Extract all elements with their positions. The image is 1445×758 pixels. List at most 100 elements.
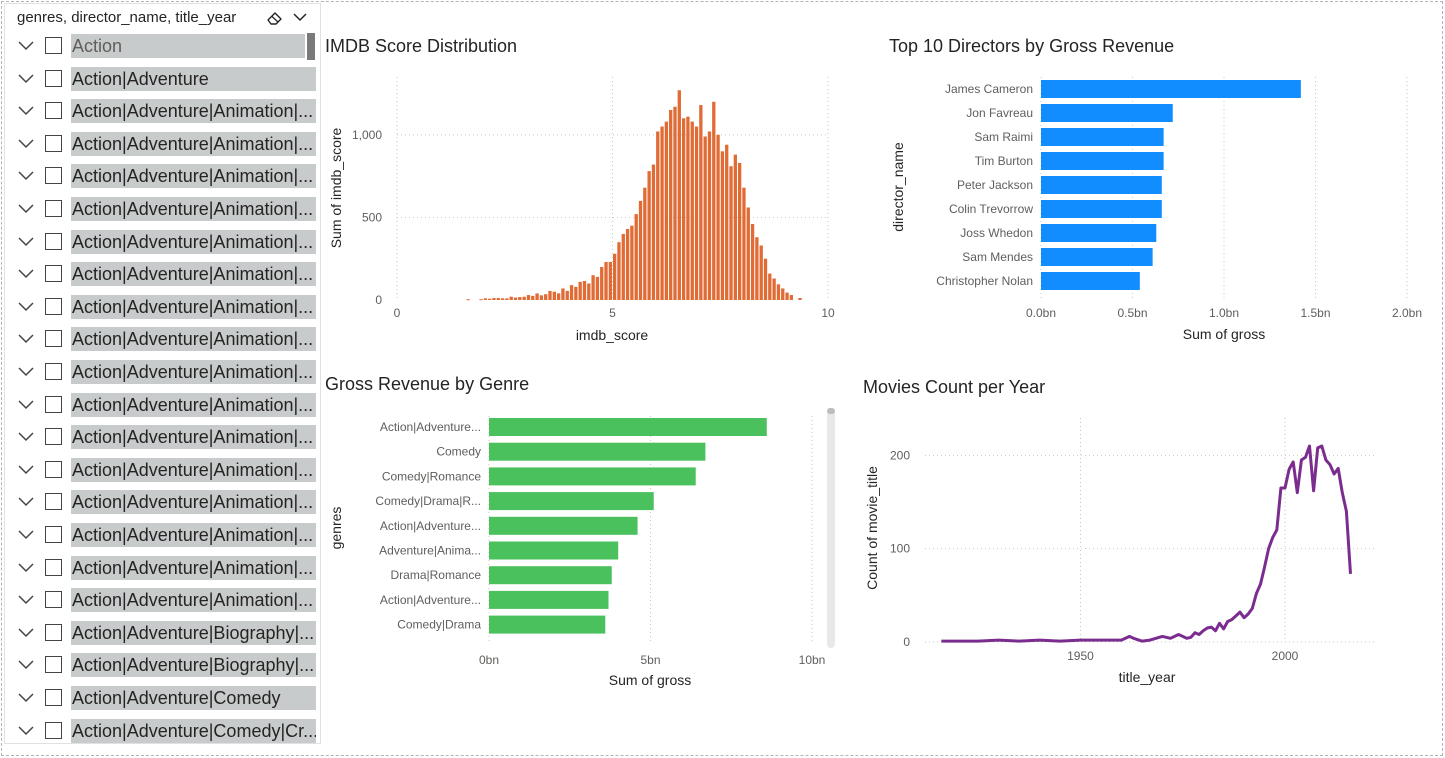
series-line[interactable]	[941, 444, 1352, 643]
bar[interactable]	[1041, 248, 1153, 266]
slicer-checkbox[interactable]	[45, 134, 62, 152]
chevron-down-icon[interactable]	[17, 330, 35, 348]
eraser-icon[interactable]	[265, 8, 285, 28]
slicer-checkbox[interactable]	[45, 428, 62, 446]
histogram-bar[interactable]	[643, 187, 647, 300]
histogram-bar[interactable]	[681, 118, 686, 300]
bar[interactable]	[1041, 272, 1140, 290]
slicer-checkbox[interactable]	[45, 363, 62, 380]
histogram-bar[interactable]	[544, 294, 548, 300]
slicer-checkbox[interactable]	[45, 69, 62, 87]
slicer-item-label[interactable]: Action|Adventure|Animation|...	[71, 229, 316, 254]
histogram-bar[interactable]	[539, 295, 544, 300]
chevron-down-icon[interactable]	[17, 135, 35, 153]
chevron-down-icon[interactable]	[17, 167, 35, 185]
chevron-down-icon[interactable]	[17, 298, 35, 316]
histogram-bar[interactable]	[561, 288, 565, 300]
histogram-bar[interactable]	[630, 225, 634, 300]
histogram-bar[interactable]	[712, 101, 716, 301]
histogram-bar[interactable]	[686, 116, 690, 300]
chevron-down-icon[interactable]	[17, 656, 35, 674]
slicer-scrollbar[interactable]	[307, 33, 315, 60]
chevron-down-icon[interactable]	[17, 689, 35, 707]
histogram-bar[interactable]	[574, 286, 578, 300]
genre-director-year-slicer[interactable]: genres, director_name, title_year Action…	[4, 3, 321, 744]
histogram-bar[interactable]	[699, 105, 703, 300]
slicer-row[interactable]: Action|Adventure|Animation|...	[5, 358, 320, 386]
histogram-bar[interactable]	[466, 299, 470, 301]
bar[interactable]	[489, 566, 612, 585]
histogram-bar[interactable]	[776, 284, 781, 300]
slicer-row[interactable]: Action	[5, 32, 320, 60]
histogram-bar[interactable]	[798, 298, 802, 300]
histogram-bar[interactable]	[750, 224, 755, 300]
histogram-bar[interactable]	[492, 298, 496, 300]
slicer-row[interactable]: Action|Adventure|Animation|...	[5, 391, 320, 419]
slicer-row[interactable]: Action|Adventure|Animation|...	[5, 293, 320, 321]
histogram-bar[interactable]	[669, 110, 673, 300]
slicer-checkbox[interactable]	[45, 232, 62, 250]
chart-scrollbar[interactable]	[827, 408, 835, 648]
histogram-bar[interactable]	[621, 233, 625, 300]
slicer-row[interactable]: Action|Adventure|Animation|...	[5, 325, 320, 353]
histogram-bar[interactable]	[707, 131, 712, 300]
histogram-bar[interactable]	[729, 166, 733, 300]
histogram-bar[interactable]	[742, 187, 746, 300]
histogram-bar[interactable]	[556, 293, 561, 300]
chevron-down-icon[interactable]	[17, 200, 35, 218]
slicer-checkbox[interactable]	[45, 200, 62, 217]
histogram-bar[interactable]	[578, 281, 582, 300]
histogram-bar[interactable]	[488, 298, 492, 300]
top-directors-bar-chart[interactable]: 0.0bn 0.5bn 1.0bn 1.5bn 2.0bn James Cameron Jo…	[880, 60, 1440, 355]
bar[interactable]	[489, 418, 767, 436]
slicer-row[interactable]: Action|Adventure|Animation|...	[5, 130, 320, 158]
slicer-item-label[interactable]: Action|Adventure|Animation|...	[71, 99, 316, 124]
slicer-item-label[interactable]: Action|Adventure|Animation|...	[71, 294, 316, 319]
bar[interactable]	[489, 590, 609, 609]
histogram-bar[interactable]	[647, 171, 651, 300]
slicer-checkbox[interactable]	[45, 395, 62, 413]
slicer-item-label[interactable]: Action|Adventure|Animation|...	[71, 262, 316, 287]
bar[interactable]	[489, 467, 696, 486]
bar[interactable]	[489, 541, 619, 560]
histogram-bar[interactable]	[660, 126, 664, 300]
slicer-checkbox[interactable]	[45, 37, 62, 54]
histogram-bar[interactable]	[513, 297, 518, 300]
slicer-row[interactable]: Action|Adventure|Animation|...	[5, 228, 320, 256]
bar[interactable]	[1041, 104, 1173, 122]
slicer-row[interactable]: Action|Adventure|Animation|...	[5, 554, 320, 582]
slicer-checkbox[interactable]	[45, 265, 62, 283]
histogram-bar[interactable]	[673, 106, 677, 300]
bar[interactable]	[1041, 224, 1157, 242]
histogram-bar[interactable]	[703, 136, 707, 300]
bar[interactable]	[489, 615, 606, 634]
slicer-row[interactable]: Action|Adventure|Animation|...	[5, 97, 320, 125]
histogram-bar[interactable]	[518, 297, 522, 300]
slicer-item-label[interactable]: Action|Adventure|Comedy|Cr...	[71, 718, 316, 743]
slicer-checkbox[interactable]	[45, 330, 62, 348]
chevron-down-icon[interactable]	[17, 591, 35, 609]
imdb-score-histogram[interactable]: 0 500 1,000 0 5 10 imdb_score Sum of imdb_score	[320, 60, 850, 355]
histogram-bar[interactable]	[552, 291, 556, 300]
slicer-row[interactable]: Action|Adventure|Animation|...	[5, 488, 320, 516]
slicer-item-label[interactable]: Action|Adventure	[71, 66, 316, 91]
slicer-row[interactable]: Action|Adventure|Biography|...	[5, 651, 320, 679]
histogram-bar[interactable]	[733, 154, 737, 300]
chevron-down-icon[interactable]	[17, 70, 35, 88]
bar[interactable]	[1041, 176, 1162, 194]
histogram-bar[interactable]	[565, 290, 569, 300]
histogram-bar[interactable]	[763, 258, 768, 300]
chevron-down-icon[interactable]	[291, 8, 309, 26]
histogram-bar[interactable]	[634, 214, 638, 300]
chevron-down-icon[interactable]	[17, 396, 35, 414]
slicer-checkbox[interactable]	[45, 558, 62, 576]
histogram-bar[interactable]	[569, 285, 574, 300]
histogram-bar[interactable]	[479, 299, 483, 301]
chart-scrollbar-thumb[interactable]	[827, 408, 835, 414]
bar[interactable]	[1041, 80, 1301, 98]
slicer-checkbox[interactable]	[45, 102, 62, 120]
chevron-down-icon[interactable]	[17, 37, 35, 55]
histogram-bar[interactable]	[604, 262, 608, 300]
chevron-down-icon[interactable]	[17, 624, 35, 642]
slicer-row[interactable]: Action|Adventure	[5, 65, 320, 93]
